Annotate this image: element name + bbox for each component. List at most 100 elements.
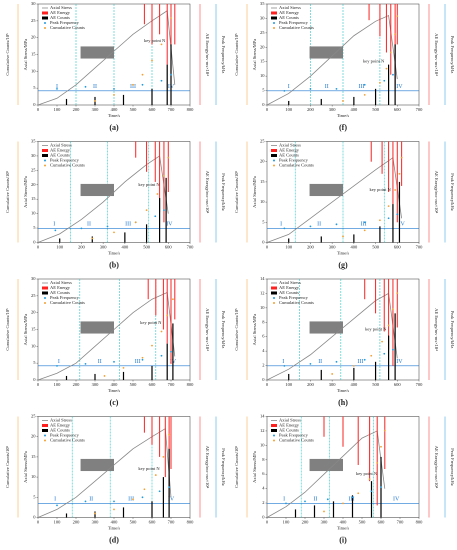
x-axis-label: Time/s bbox=[337, 113, 350, 118]
y4-axis-label: Peak Frequency/kHz bbox=[221, 36, 226, 74]
x-tick-label: 300 bbox=[92, 520, 100, 525]
point bbox=[113, 360, 115, 363]
annotation: key point N bbox=[144, 38, 166, 43]
y-tick-label: 20 bbox=[260, 44, 265, 49]
panel-label: (c) bbox=[110, 398, 119, 407]
y-tick-label: 4 bbox=[262, 486, 265, 491]
count-bar bbox=[353, 234, 355, 243]
y-tick-label: 15 bbox=[31, 454, 36, 459]
legend-label: Axial Stress bbox=[279, 5, 301, 10]
x-tick-label: 100 bbox=[54, 107, 62, 112]
point bbox=[168, 486, 171, 489]
point bbox=[170, 350, 172, 353]
stress-line bbox=[37, 291, 176, 381]
y3-axis-label: AE Energy/mv·ms×10⁴ bbox=[205, 446, 210, 489]
y3-axis-label: AE Energy/mv·ms×10⁴ bbox=[434, 33, 439, 76]
gray-box bbox=[309, 321, 343, 334]
legend-label: AE Energy bbox=[279, 10, 300, 15]
legend-swatch bbox=[273, 164, 275, 167]
count-bar bbox=[59, 238, 61, 243]
y-tick-label: 0 bbox=[262, 515, 265, 520]
point bbox=[370, 490, 373, 493]
point bbox=[151, 59, 153, 62]
stage-label: II bbox=[317, 222, 321, 228]
panel-label: (i) bbox=[339, 535, 347, 544]
stage-label: III bbox=[130, 84, 136, 90]
stage-label: III bbox=[125, 222, 131, 228]
stage-label: IV bbox=[166, 222, 173, 228]
x-tick-label: 300 bbox=[321, 520, 329, 525]
count-bar bbox=[162, 477, 164, 518]
y-tick-label: 20 bbox=[31, 310, 36, 315]
y2-axis-label: Cumulative Counts/10⁵ bbox=[5, 33, 10, 76]
count-bar bbox=[370, 481, 373, 518]
y-tick-label: 15 bbox=[31, 196, 36, 201]
legend-swatch bbox=[42, 286, 48, 290]
point bbox=[380, 486, 382, 489]
point bbox=[285, 502, 287, 505]
point bbox=[54, 229, 57, 232]
x-tick-label: 100 bbox=[285, 107, 293, 112]
point bbox=[383, 352, 386, 355]
legend-swatch bbox=[273, 27, 275, 29]
legend-swatch bbox=[42, 11, 48, 15]
legend-label: Cumulative Counts bbox=[50, 163, 85, 168]
panel-label: (f) bbox=[339, 123, 347, 132]
stage-label: III bbox=[349, 497, 355, 503]
point bbox=[381, 340, 383, 343]
x-tick-label: 800 bbox=[187, 107, 195, 112]
y-axis-label: Axial Stress/MPa bbox=[23, 451, 28, 483]
point bbox=[376, 462, 379, 464]
point bbox=[342, 235, 344, 238]
y-tick-label: 12 bbox=[260, 428, 265, 433]
stage-label: I bbox=[288, 84, 290, 90]
legend-label: Peak Frequency bbox=[50, 158, 80, 163]
x-tick-label: 0 bbox=[266, 107, 269, 112]
stage-label: I bbox=[54, 497, 56, 503]
count-bar bbox=[353, 96, 355, 105]
y-tick-label: 5 bbox=[33, 225, 36, 230]
y-tick-label: 8 bbox=[262, 457, 265, 462]
stage-label: II bbox=[325, 84, 329, 90]
count-bar bbox=[394, 313, 396, 380]
legend-label: Cumulative Counts bbox=[50, 438, 85, 443]
count-bar bbox=[374, 88, 377, 105]
point bbox=[170, 17, 172, 20]
x-tick-label: 600 bbox=[378, 520, 386, 525]
stage-label: II bbox=[313, 497, 317, 503]
count-bar bbox=[122, 371, 125, 380]
x-tick-label: 700 bbox=[168, 107, 176, 112]
legend-label: Peak Frequency bbox=[279, 20, 309, 25]
gray-box bbox=[80, 458, 114, 472]
x-tick-label: 200 bbox=[73, 107, 81, 112]
y-tick-label: 10 bbox=[260, 305, 265, 310]
legend-label: Axial Stress bbox=[50, 143, 72, 148]
point bbox=[160, 330, 163, 333]
point bbox=[380, 445, 382, 448]
y2-axis-label: Cumulative Counts/10⁵ bbox=[5, 445, 10, 488]
panel-label: (g) bbox=[338, 260, 348, 269]
annotation: key point N bbox=[363, 59, 385, 64]
point bbox=[331, 373, 334, 375]
x-tick-label: 0 bbox=[37, 382, 40, 387]
stage-label: I bbox=[53, 222, 55, 228]
x-tick-label: 0 bbox=[37, 245, 40, 250]
plot-frame bbox=[266, 278, 420, 381]
point bbox=[84, 85, 87, 88]
x-axis-label: Time/s bbox=[108, 113, 121, 118]
y3-axis-label: AE Energy/mv·ms×10⁴ bbox=[434, 446, 439, 489]
point bbox=[132, 83, 134, 86]
point bbox=[396, 15, 399, 18]
legend-label: Axial Stress bbox=[50, 280, 72, 285]
point bbox=[141, 83, 144, 86]
point bbox=[106, 225, 109, 228]
x-tick-label: 700 bbox=[416, 107, 424, 112]
y-tick-label: 10 bbox=[260, 199, 265, 204]
point bbox=[132, 498, 134, 501]
point bbox=[387, 205, 390, 208]
x-tick-label: 500 bbox=[143, 245, 151, 250]
y2-axis-label: Cumulative Counts/10⁵ bbox=[5, 308, 10, 351]
count-bar bbox=[94, 511, 96, 518]
count-bar bbox=[288, 373, 290, 380]
